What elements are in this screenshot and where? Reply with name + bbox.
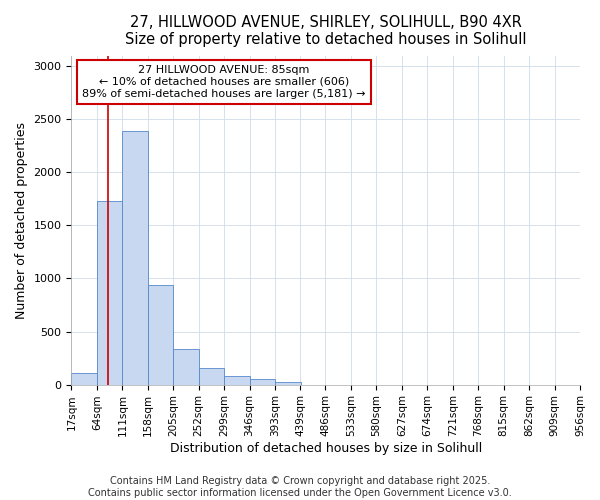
Bar — [199, 368, 224, 384]
X-axis label: Distribution of detached houses by size in Solihull: Distribution of detached houses by size … — [170, 442, 482, 455]
Bar — [122, 131, 148, 384]
Bar — [148, 285, 173, 384]
Bar — [173, 348, 199, 384]
Bar — [250, 380, 275, 384]
Bar — [224, 376, 250, 384]
Text: Contains HM Land Registry data © Crown copyright and database right 2025.
Contai: Contains HM Land Registry data © Crown c… — [88, 476, 512, 498]
Y-axis label: Number of detached properties: Number of detached properties — [15, 122, 28, 318]
Text: 27 HILLWOOD AVENUE: 85sqm
← 10% of detached houses are smaller (606)
89% of semi: 27 HILLWOOD AVENUE: 85sqm ← 10% of detac… — [82, 66, 366, 98]
Bar — [71, 373, 97, 384]
Bar — [97, 201, 122, 384]
Title: 27, HILLWOOD AVENUE, SHIRLEY, SOLIHULL, B90 4XR
Size of property relative to det: 27, HILLWOOD AVENUE, SHIRLEY, SOLIHULL, … — [125, 15, 526, 48]
Bar — [275, 382, 301, 384]
